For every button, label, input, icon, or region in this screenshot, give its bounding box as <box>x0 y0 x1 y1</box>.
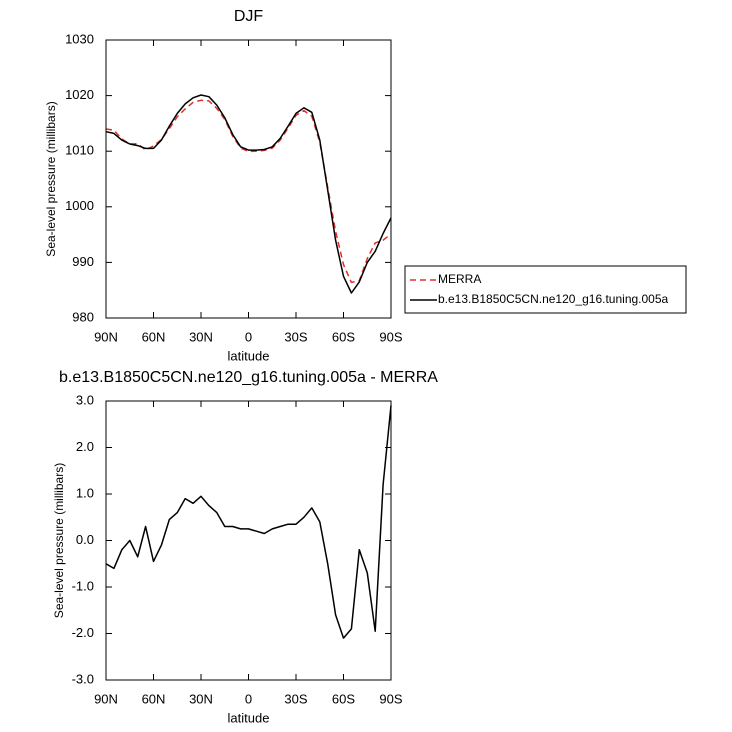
data-line <box>105 405 392 639</box>
y-tick-label: 0.0 <box>76 532 94 547</box>
y-tick-label: -1.0 <box>72 578 94 593</box>
x-tick-label: 30S <box>284 691 307 706</box>
x-tick-label: 90N <box>94 691 118 706</box>
plot-frame <box>105 400 392 681</box>
y-tick-label: -2.0 <box>72 625 94 640</box>
y-tick-label: 3.0 <box>76 392 94 407</box>
chart-title: b.e13.B1850C5CN.ne120_g16.tuning.005a - … <box>59 369 438 386</box>
x-tick-label: 60N <box>142 329 166 344</box>
y-tick-label: -3.0 <box>72 671 94 686</box>
y-tick-label: 2.0 <box>76 439 94 454</box>
y-tick-label: 1000 <box>65 198 94 213</box>
x-tick-label: 30S <box>284 329 307 344</box>
y-tick-label: 1030 <box>65 31 94 46</box>
y-tick-label: 1.0 <box>76 485 94 500</box>
x-tick-label: 60N <box>142 691 166 706</box>
y-tick-label: 1020 <box>65 87 94 102</box>
x-tick-label: 60S <box>332 329 355 344</box>
y-axis-label: Sea-level pressure (millibars) <box>52 463 66 618</box>
data-line <box>105 94 392 294</box>
x-tick-label: 0 <box>245 329 252 344</box>
x-tick-label: 30N <box>189 691 213 706</box>
y-tick-label: 980 <box>72 309 94 324</box>
legend-box <box>404 265 687 314</box>
x-axis-label: latitude <box>228 710 270 725</box>
y-tick-label: 1010 <box>65 143 94 158</box>
y-axis-label: Sea-level pressure (millibars) <box>44 101 58 256</box>
legend-label: MERRA <box>438 272 481 286</box>
plot-frame <box>105 39 392 319</box>
x-tick-label: 60S <box>332 691 355 706</box>
legend-label: b.e13.B1850C5CN.ne120_g16.tuning.005a <box>438 292 669 306</box>
x-tick-label: 0 <box>245 691 252 706</box>
y-tick-label: 990 <box>72 254 94 269</box>
legend: MERRA b.e13.B1850C5CN.ne120_g16.tuning.00… <box>404 265 687 314</box>
x-axis-label: latitude <box>228 348 270 363</box>
x-tick-label: 90S <box>379 691 402 706</box>
x-tick-label: 90N <box>94 329 118 344</box>
x-tick-label: 90S <box>379 329 402 344</box>
x-tick-label: 30N <box>189 329 213 344</box>
data-line <box>105 99 392 284</box>
chart-title: DJF <box>234 8 264 25</box>
